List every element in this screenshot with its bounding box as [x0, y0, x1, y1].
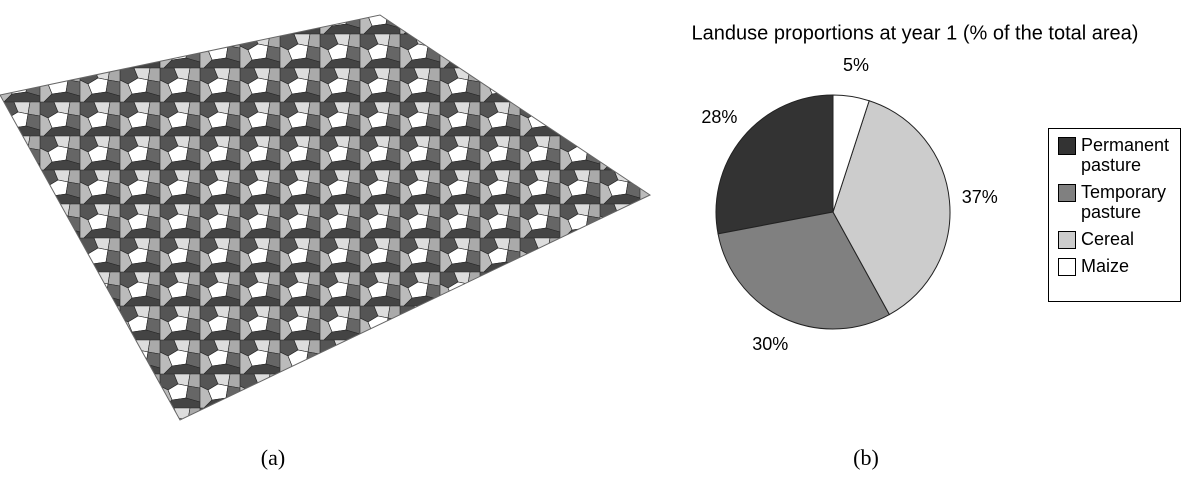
- legend-item: Temporary pasture: [1058, 182, 1176, 222]
- data-label: 30%: [752, 334, 788, 354]
- pie-slice: [832, 100, 951, 316]
- data-label: 5%: [843, 55, 869, 75]
- legend-swatch: [1058, 258, 1076, 276]
- legend-item: Permanent pasture: [1058, 135, 1176, 175]
- pie-slice: [715, 94, 834, 235]
- legend-label: Maize: [1081, 256, 1130, 276]
- caption: (b): [853, 445, 879, 470]
- legend-label: Permanent pasture: [1081, 135, 1170, 175]
- pie-slice: [717, 211, 891, 330]
- legend-swatch: [1058, 137, 1076, 155]
- pie: 28% 30% 37% 5%: [701, 55, 997, 354]
- chart-title: Landuse proportions at year 1 (% of the …: [692, 22, 1139, 44]
- pie-slice: [832, 94, 870, 213]
- legend-item: Cereal: [1058, 229, 1176, 249]
- legend-item: Maize: [1058, 256, 1176, 276]
- legend-label: Temporary pasture: [1081, 182, 1167, 222]
- legend-swatch: [1058, 184, 1076, 202]
- landscape-render: [0, 14, 652, 421]
- data-label: 28%: [701, 107, 737, 127]
- legend-swatch: [1058, 231, 1076, 249]
- data-label: 37%: [962, 187, 998, 207]
- legend: Permanent pasture Temporary pasture Cereal…: [1048, 128, 1181, 302]
- caption: (a): [261, 445, 285, 470]
- legend-label: Cereal: [1081, 229, 1135, 249]
